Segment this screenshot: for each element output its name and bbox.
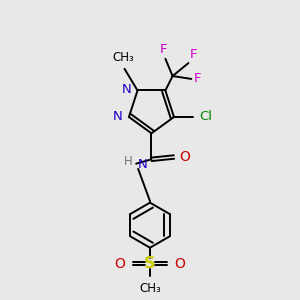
Text: N: N	[113, 110, 123, 124]
Text: F: F	[190, 48, 197, 61]
Text: H: H	[124, 155, 132, 168]
Text: F: F	[194, 72, 202, 86]
Text: F: F	[160, 44, 168, 56]
Text: Cl: Cl	[199, 110, 212, 124]
Text: O: O	[175, 256, 185, 271]
Text: N: N	[138, 158, 147, 171]
Text: O: O	[179, 150, 190, 164]
Text: CH₃: CH₃	[112, 52, 134, 64]
Text: CH₃: CH₃	[139, 282, 161, 296]
Text: S: S	[144, 256, 156, 271]
Text: N: N	[122, 82, 131, 95]
Text: O: O	[115, 256, 125, 271]
